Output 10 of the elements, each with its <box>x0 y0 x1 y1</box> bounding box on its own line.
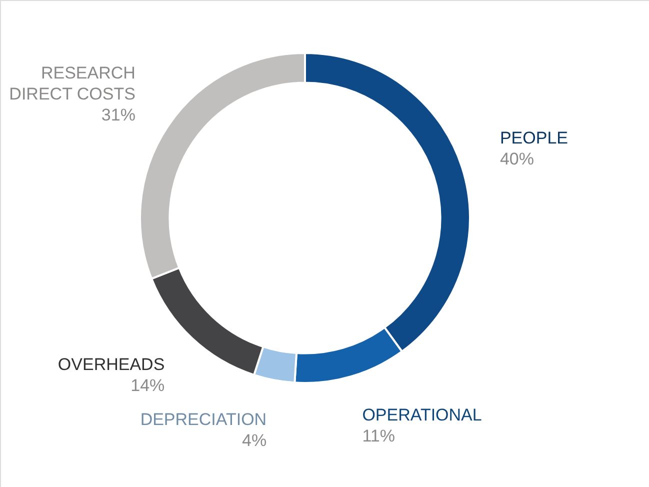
data-label: 31% <box>101 105 136 124</box>
data-label: 11% <box>362 426 395 446</box>
slice-label: OPERATIONAL <box>362 405 482 424</box>
data-label: 14% <box>130 376 165 395</box>
slice-label: OVERHEADS <box>58 354 165 374</box>
slice-label: PEOPLE <box>500 128 568 148</box>
slice-label: RESEARCH DIRECT COSTS <box>9 63 136 104</box>
data-label: 40% <box>500 150 534 169</box>
slice-label: DEPRECIATION <box>140 410 267 430</box>
data-label: 4% <box>242 431 267 450</box>
